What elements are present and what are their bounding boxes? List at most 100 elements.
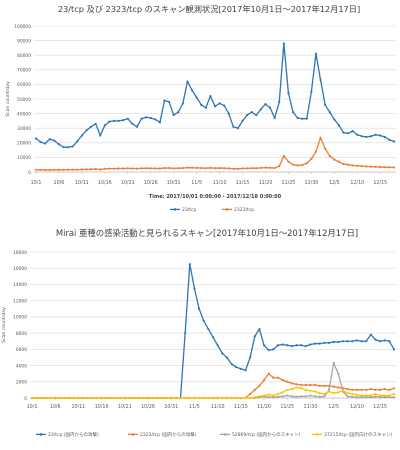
data-point xyxy=(314,383,317,387)
data-point xyxy=(356,164,359,167)
x-tick-label: 12/10 xyxy=(350,180,364,186)
data-point xyxy=(30,396,34,400)
data-point xyxy=(365,388,368,391)
data-point xyxy=(264,166,267,169)
data-point xyxy=(53,139,56,142)
data-point xyxy=(304,395,307,398)
data-point xyxy=(318,342,321,345)
data-point xyxy=(211,336,215,339)
data-point xyxy=(323,392,326,396)
data-point xyxy=(103,124,106,127)
data-point xyxy=(53,168,56,171)
x-tick-label: 11/5 xyxy=(191,180,202,186)
data-point xyxy=(258,384,261,387)
data-point xyxy=(314,390,317,393)
data-point xyxy=(108,120,111,123)
data-point xyxy=(305,117,308,120)
x-tick-label: 11/15 xyxy=(236,180,250,186)
data-point xyxy=(188,396,191,400)
data-point xyxy=(328,111,331,114)
y-tick-label: 10000 xyxy=(13,315,27,321)
data-point xyxy=(76,140,79,143)
data-point xyxy=(383,166,386,169)
data-point xyxy=(181,102,184,105)
data-point xyxy=(323,395,326,398)
legend-marker xyxy=(223,433,227,436)
data-point xyxy=(319,136,322,139)
data-point xyxy=(54,396,57,400)
data-point xyxy=(249,396,252,400)
data-point xyxy=(276,395,280,398)
data-point xyxy=(332,340,335,344)
data-point xyxy=(250,167,253,170)
y-tick-label: 14000 xyxy=(13,282,27,288)
data-point xyxy=(253,388,256,391)
data-point xyxy=(309,383,312,387)
data-point xyxy=(200,166,203,170)
data-point xyxy=(323,384,326,387)
x-tick-label: 10/21 xyxy=(121,180,135,186)
data-point xyxy=(365,135,368,139)
data-point xyxy=(310,157,313,160)
data-point xyxy=(309,343,312,346)
data-point xyxy=(300,395,303,398)
y-tick-label: 0 xyxy=(28,170,31,176)
data-point xyxy=(126,117,129,120)
series-line-1 xyxy=(35,42,395,148)
data-point xyxy=(174,396,177,400)
data-point xyxy=(133,396,136,400)
y-tick-label: 8000 xyxy=(16,331,27,337)
data-point xyxy=(44,396,48,400)
data-point xyxy=(301,117,304,120)
data-point xyxy=(117,119,120,122)
data-point xyxy=(39,140,42,144)
data-point xyxy=(236,127,240,130)
data-point xyxy=(378,388,382,391)
x-tick-label: 10/6 xyxy=(50,404,61,410)
data-point xyxy=(190,166,194,169)
data-point xyxy=(94,167,97,171)
data-point xyxy=(135,125,139,128)
data-point xyxy=(223,104,226,107)
data-point xyxy=(347,163,350,166)
legend-label: 2323/tcp xyxy=(234,207,254,213)
legend-marker xyxy=(39,433,43,436)
data-point xyxy=(300,387,303,390)
data-point xyxy=(262,379,266,382)
x-tick-label: 10/31 xyxy=(167,180,181,186)
data-point xyxy=(89,168,93,171)
data-point xyxy=(304,388,307,391)
data-point xyxy=(172,167,175,170)
data-point xyxy=(186,80,189,83)
data-point xyxy=(241,119,244,122)
data-point xyxy=(95,396,99,400)
x-tick-label: 11/25 xyxy=(280,404,294,410)
data-point xyxy=(360,394,363,397)
data-point xyxy=(328,154,331,158)
data-point xyxy=(392,166,396,169)
y-axis-label: Scan count/day xyxy=(1,307,7,343)
data-point xyxy=(35,396,38,400)
data-point xyxy=(324,147,327,150)
data-point xyxy=(276,392,280,396)
data-point xyxy=(39,168,42,171)
data-point xyxy=(383,387,386,391)
data-point xyxy=(282,154,285,158)
data-point xyxy=(154,167,157,170)
data-point xyxy=(122,167,125,170)
series-line-3 xyxy=(32,362,394,399)
x-tick-label: 11/20 xyxy=(259,180,273,186)
data-point xyxy=(58,396,61,400)
data-point xyxy=(190,89,194,92)
data-point xyxy=(360,165,363,168)
data-point xyxy=(341,340,345,343)
x-tick-label: 10/16 xyxy=(95,404,109,410)
data-point xyxy=(374,133,377,136)
data-point xyxy=(193,396,196,400)
data-point xyxy=(310,90,313,93)
data-point xyxy=(360,340,363,343)
data-point xyxy=(99,168,102,171)
data-point xyxy=(179,396,182,400)
data-point xyxy=(202,396,205,400)
data-point xyxy=(48,168,51,172)
